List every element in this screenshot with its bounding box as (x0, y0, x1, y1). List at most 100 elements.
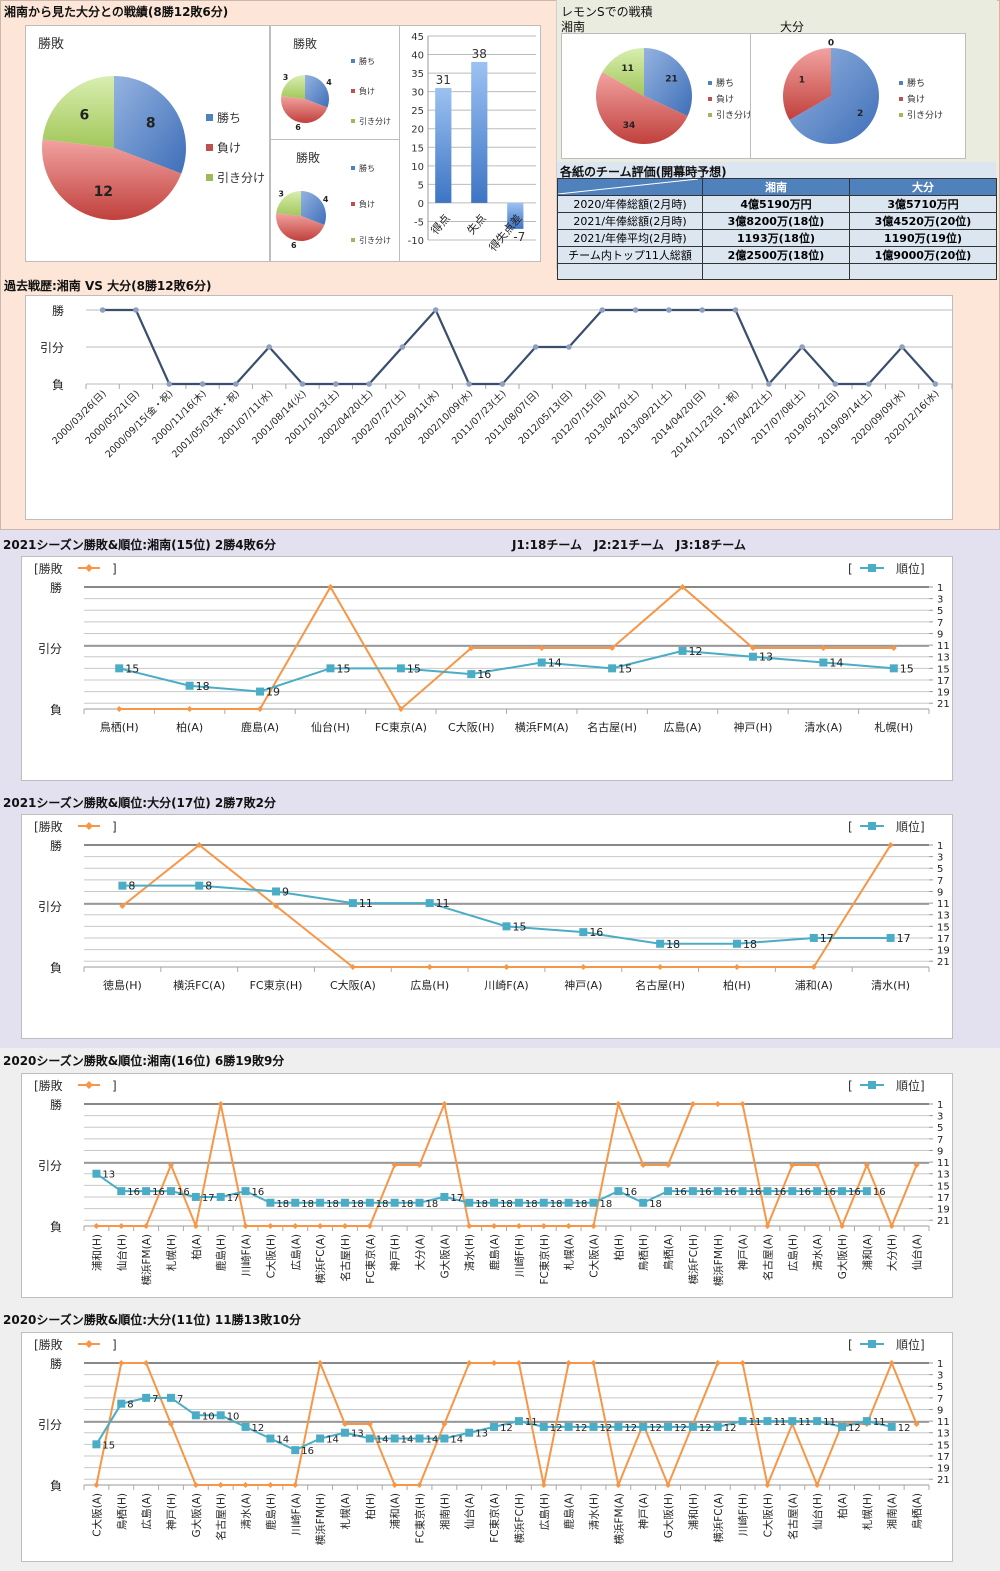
result-point (540, 1223, 547, 1229)
shonan-2021-panel: [勝敗][順位] 勝引分負 1 3 5 7 9 11 13 15 17 19 21 15 18 19 15 15 1… (21, 556, 953, 781)
result-point (764, 1223, 771, 1229)
rank-point (639, 1198, 648, 1207)
pie-data-label: 2 (857, 109, 863, 119)
oita-2020-title: 2020シーズン勝敗&順位:大分(11位) 11勝13敗10分 (3, 1313, 302, 1327)
rank-point (142, 1393, 151, 1402)
bar-data-label: 31 (436, 73, 451, 87)
rank-data-label: 18 (426, 1199, 439, 1210)
pie-data-label: 8 (146, 116, 156, 132)
x-category-label: 名古屋(H) (339, 1234, 352, 1282)
rank-data-label: 12 (848, 1423, 861, 1434)
history-point (466, 381, 472, 387)
history-panel: 勝引分負 2000/03/26(日) 2000/05/21(日) 2000/09/15… (25, 295, 953, 520)
history-point (133, 307, 139, 313)
eval-row: 2020/年俸総額(2月時) 4億5190万円 3億5710万円 (557, 195, 997, 213)
result-point (416, 1162, 423, 1168)
rank-data-label: 11 (436, 897, 450, 910)
result-point (317, 1360, 324, 1366)
x-category-label: 大分(A) (414, 1234, 427, 1270)
rank-point (738, 1417, 747, 1426)
rank-data-label: 7 (177, 1394, 183, 1405)
rank-data-label: 11 (873, 1417, 886, 1428)
rank-tick-label: 7 (937, 618, 943, 629)
x-category-label: 神戸(H) (389, 1234, 402, 1271)
rank-point (216, 1192, 225, 1201)
eval-title: 各紙のチーム評価(開幕時予想) (560, 165, 727, 179)
rank-point (656, 939, 665, 948)
result-point (913, 1162, 920, 1168)
result-point (714, 1360, 721, 1366)
rank-data-label: 16 (152, 1187, 165, 1198)
rank-tick-label: 17 (937, 1193, 950, 1204)
rank-data-label: 16 (823, 1187, 836, 1198)
history-point (832, 381, 839, 387)
rank-point (564, 1422, 573, 1431)
rank-data-label: 10 (227, 1411, 240, 1422)
rank-tick-label: 3 (937, 853, 943, 864)
x-category-label: 横浜FC(A) (314, 1234, 327, 1284)
rank-data-label: 18 (301, 1199, 314, 1210)
x-category-label: 鳥栖(A) (662, 1234, 675, 1270)
rank-point (889, 664, 898, 673)
x-category-label: 仙台(A) (463, 1493, 476, 1529)
result-point (186, 706, 193, 712)
rank-point (316, 1198, 325, 1207)
x-category-label: 湘南(A) (886, 1493, 899, 1529)
result-point (267, 1482, 274, 1488)
rank-data-label: 12 (550, 1423, 563, 1434)
rank-point (365, 1434, 374, 1443)
rank-point (688, 1187, 697, 1196)
rank-data-label: 16 (589, 926, 603, 939)
result-series-line (119, 584, 894, 711)
history-point (333, 381, 339, 387)
legend-label-draw: 引き分け (716, 110, 752, 121)
result-point (466, 1223, 473, 1229)
rank-data-label: 8 (205, 880, 212, 893)
rank-data-label: 16 (127, 1187, 140, 1198)
eval-header-shonan: 湘南 (702, 178, 850, 196)
eval-shonan-value: 2億2500万(18位) (702, 246, 850, 264)
rank-point (415, 1434, 424, 1443)
rank-tick-label: 3 (937, 1112, 943, 1123)
x-category-label: 川崎F(A) (289, 1493, 302, 1535)
x-category-label: 浦和(H) (687, 1493, 700, 1530)
y-tick-label: 45 (411, 32, 424, 43)
legend-swatch-draw (351, 119, 355, 123)
rank-point (272, 887, 281, 896)
x-category-label: 横浜FC(A) (712, 1493, 725, 1543)
eval-oita-value: 1億9000万(20位) (849, 246, 997, 264)
eval-row-label: 2021/年俸総額(2月時) (557, 212, 703, 230)
result-point (466, 1360, 473, 1366)
result-point (217, 1482, 224, 1488)
rank-point (241, 1187, 250, 1196)
result-point (192, 1482, 199, 1488)
result-point (317, 1223, 324, 1229)
rank-point (390, 1198, 399, 1207)
x-category-label: 清水(H) (871, 979, 910, 992)
rank-data-label: 12 (500, 1423, 513, 1434)
result-legend-label: [勝敗 (34, 1078, 63, 1093)
rank-data-label: 12 (624, 1423, 637, 1434)
rank-point (639, 1422, 648, 1431)
rank-point (763, 1417, 772, 1426)
x-category-label: 神戸(A) (637, 1493, 650, 1529)
pie-data-label: 21 (665, 75, 678, 85)
result-point (814, 1482, 821, 1488)
legend-label-win: 勝ち (217, 110, 241, 125)
rank-tick-label: 5 (937, 606, 943, 617)
result-point (491, 1223, 498, 1229)
result-legend-marker (85, 1340, 93, 1348)
rank-point (614, 1187, 623, 1196)
result-series-line (96, 1100, 918, 1230)
rank-data-label: 12 (575, 1423, 588, 1434)
rank-tick-label: 5 (937, 1123, 943, 1134)
history-point (432, 307, 439, 313)
rank-tick-label: 21 (937, 1216, 950, 1227)
rank-point (142, 1187, 151, 1196)
history-point (366, 381, 372, 387)
rank-data-label: 16 (624, 1187, 637, 1198)
